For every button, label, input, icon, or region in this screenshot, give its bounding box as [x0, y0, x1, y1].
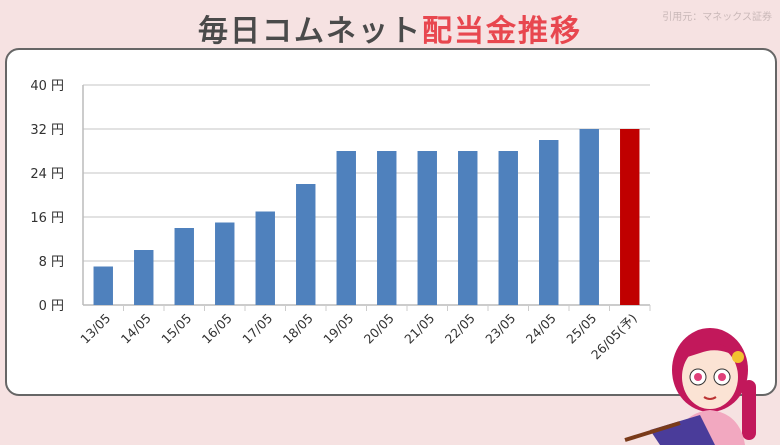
bar	[255, 211, 275, 305]
x-tick-label: 20/05	[361, 311, 397, 347]
x-tick-label: 19/05	[320, 311, 356, 347]
x-tick-label: 17/05	[239, 311, 275, 347]
y-tick-label: 32 円	[30, 123, 64, 138]
bar	[539, 140, 559, 305]
bar	[417, 151, 437, 305]
bar	[93, 266, 113, 305]
mascot-illustration	[624, 328, 756, 445]
x-tick-label: 18/05	[280, 311, 316, 347]
y-tick-label: 24 円	[30, 167, 64, 182]
page-title: 毎日コムネット配当金推移	[198, 14, 582, 49]
bar	[377, 151, 397, 305]
x-tick-label: 15/05	[158, 311, 194, 347]
x-tick-label: 24/05	[523, 311, 559, 347]
x-tick-label: 16/05	[199, 311, 235, 347]
x-tick-label: 14/05	[118, 311, 154, 347]
bar	[620, 129, 640, 305]
x-tick-label: 21/05	[401, 311, 437, 347]
bar	[296, 184, 316, 305]
y-tick-label: 0 円	[39, 299, 64, 314]
source-note: 引用元：マネックス証券	[662, 12, 772, 23]
x-tick-label: 22/05	[442, 311, 478, 347]
bar	[174, 228, 194, 305]
x-tick-label: 23/05	[482, 311, 518, 347]
y-tick-label: 40 円	[30, 79, 64, 94]
bar	[458, 151, 478, 305]
x-tick-label: 13/05	[77, 311, 113, 347]
bar	[498, 151, 518, 305]
y-tick-label: 16 円	[30, 211, 64, 226]
bar	[134, 250, 154, 305]
x-tick-label: 25/05	[563, 311, 599, 347]
bar	[336, 151, 356, 305]
bar	[215, 222, 235, 305]
y-tick-label: 8 円	[39, 255, 64, 270]
bar	[579, 129, 599, 305]
